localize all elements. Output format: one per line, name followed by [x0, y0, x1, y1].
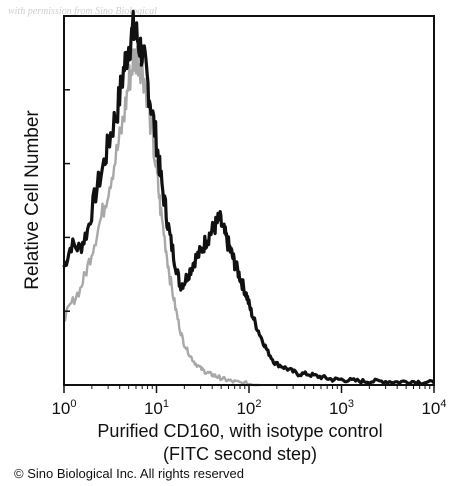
series-layer: [62, 9, 436, 387]
x-axis-label-line1: Purified CD160, with isotype control: [97, 421, 383, 441]
copyright-notice: © Sino Biological Inc. All rights reserv…: [14, 466, 244, 481]
watermark-text: with permission from Sino Biological: [8, 6, 158, 17]
histogram-series-1: [62, 9, 436, 386]
histogram-series-2: [63, 45, 260, 387]
plot-frame: [63, 15, 435, 386]
x-tick-label-0: 100: [51, 398, 76, 418]
x-axis-label: Purified CD160, with isotype control (FI…: [97, 420, 382, 466]
tick-layer: 100 101 102 103 104: [51, 15, 447, 418]
y-axis-label: Relative Cell Number: [22, 110, 43, 290]
x-tick-label-2: 102: [236, 398, 261, 418]
x-tick-label-4: 104: [421, 398, 446, 418]
x-axis-label-line2: (FITC second step): [162, 444, 318, 464]
x-tick-label-1: 101: [144, 398, 169, 418]
x-tick-label-3: 103: [329, 398, 354, 418]
